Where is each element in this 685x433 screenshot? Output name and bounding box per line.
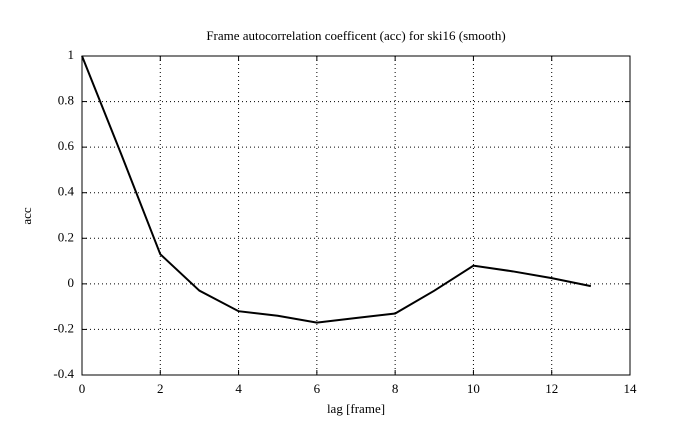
plot-frame [81, 55, 631, 376]
x-tick-label: 14 [624, 381, 638, 396]
x-tick-label: 10 [467, 381, 480, 396]
y-tick-label: 0.2 [58, 229, 74, 244]
x-tick-label: 6 [314, 381, 321, 396]
y-tick-label: 0.4 [58, 184, 75, 199]
y-tick-label: -0.4 [53, 366, 74, 381]
y-tick-label: 0 [68, 275, 75, 290]
data-line [81, 55, 592, 324]
y-tick-label: -0.2 [53, 320, 74, 335]
y-tick-label: 0.8 [58, 93, 74, 108]
y-tick-label: 0.6 [58, 138, 75, 153]
x-axis-label: lag [frame] [327, 401, 385, 416]
y-axis-label: acc [19, 207, 34, 225]
x-tick-label: 2 [157, 381, 164, 396]
x-tick-label: 0 [79, 381, 86, 396]
x-tick-label: 8 [392, 381, 399, 396]
chart-title: Frame autocorrelation coefficent (acc) f… [206, 28, 505, 43]
x-tick-label: 4 [235, 381, 242, 396]
x-tick-label: 12 [545, 381, 558, 396]
y-tick-label: 1 [68, 47, 75, 62]
